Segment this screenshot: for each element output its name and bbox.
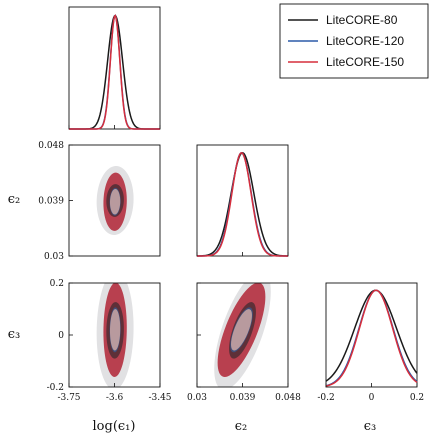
y-tick-label: 0 — [58, 331, 64, 341]
contour-panel-p1-p3 — [68, 282, 161, 388]
x-tick-label: 0.039 — [230, 393, 256, 403]
y-tick-label: 0.039 — [38, 197, 64, 207]
contour-panel-p1-p2 — [68, 144, 161, 257]
posterior-panel-2 — [325, 282, 418, 388]
legend-label-litecore-120: LiteCORE-120 — [326, 34, 404, 48]
y-tick-label: 0.03 — [44, 252, 64, 262]
x-tick-label: -3.6 — [106, 393, 124, 403]
contour-group — [214, 283, 271, 387]
x-axis-label-log-eps1: log(ϵ₁) — [93, 419, 136, 434]
posterior-panel-0 — [68, 6, 161, 130]
posterior-curve-litecore-80 — [69, 14, 160, 130]
posterior-curve-litecore-80 — [325, 289, 418, 382]
y-axis-label-eps3: ϵ₃ — [8, 327, 21, 342]
posterior-curve-litecore-150 — [197, 152, 288, 257]
legend-label-litecore-80: LiteCORE-80 — [326, 13, 398, 27]
y-tick-label: -0.2 — [47, 383, 64, 393]
x-tick-label: -3.45 — [148, 393, 171, 403]
posterior-curve-litecore-150 — [325, 289, 418, 387]
panel-frame — [68, 6, 161, 130]
x-tick-label: 0.03 — [187, 393, 207, 403]
x-tick-label: 0 — [369, 393, 375, 403]
posterior-curve-litecore-120 — [69, 14, 160, 130]
x-axis-label-eps2: ϵ₂ — [235, 419, 248, 434]
posterior-curve-litecore-150 — [69, 14, 160, 130]
panel-frame — [196, 144, 289, 257]
posterior-panel-1 — [196, 144, 289, 257]
contour-group — [96, 166, 134, 235]
contour-68-litecore-150 — [109, 309, 121, 351]
x-tick-label: -3.75 — [57, 393, 80, 403]
y-axis-label-eps2: ϵ₂ — [8, 192, 21, 207]
legend: LiteCORE-80 LiteCORE-120 LiteCORE-150 — [279, 3, 429, 79]
x-axis-label-eps3: ϵ₃ — [364, 419, 377, 434]
x-tick-label: -0.2 — [317, 393, 334, 403]
posterior-curve-litecore-80 — [196, 151, 289, 257]
y-tick-label: 0.2 — [50, 279, 64, 289]
contour-group — [96, 283, 134, 387]
contour-panel-p2-p3 — [196, 282, 289, 388]
x-tick-label: 0.2 — [410, 393, 424, 403]
legend-label-litecore-150: LiteCORE-150 — [326, 55, 404, 69]
contour-68-litecore-150 — [231, 309, 252, 351]
y-tick-label: 0.048 — [38, 141, 64, 151]
x-tick-label: 0.048 — [275, 393, 301, 403]
posterior-curve-litecore-120 — [325, 289, 418, 387]
posterior-curve-litecore-120 — [196, 152, 288, 257]
contour-68-litecore-150 — [109, 188, 121, 215]
panel-frame — [325, 282, 418, 388]
